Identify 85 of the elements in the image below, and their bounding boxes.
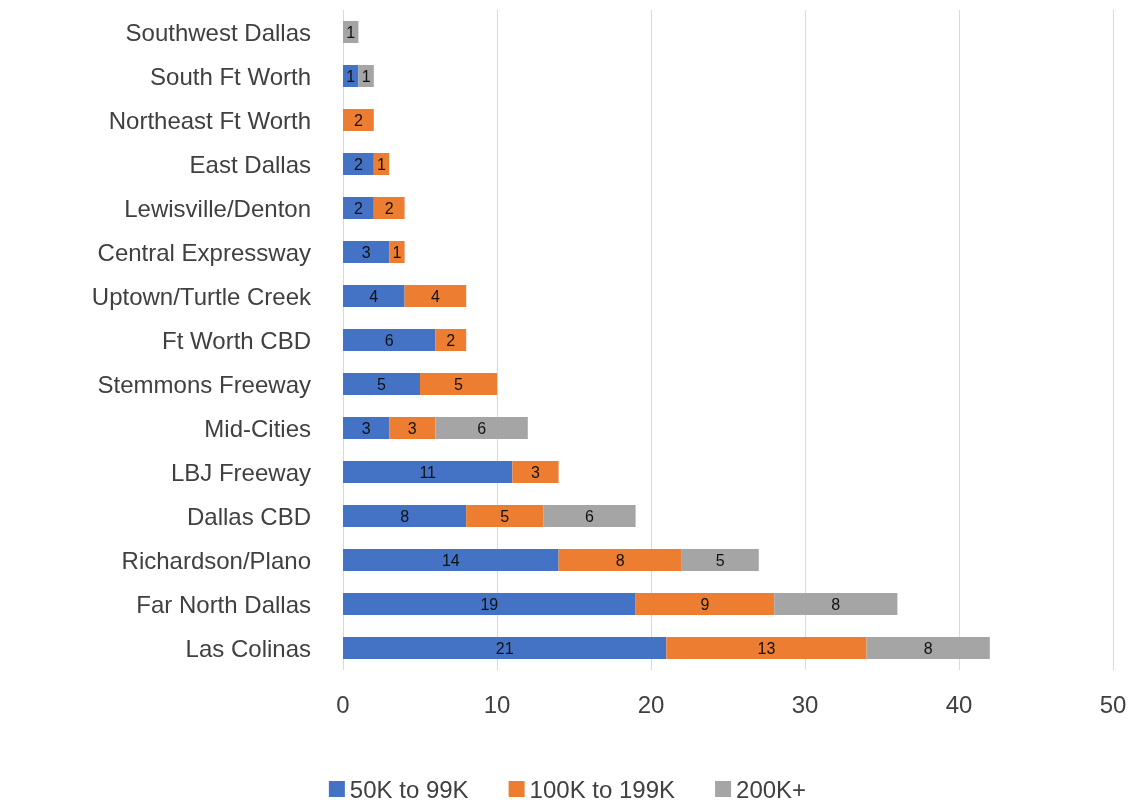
data-label: 1 (346, 23, 356, 41)
bar (435, 417, 528, 439)
bar (343, 417, 390, 439)
bar (343, 109, 374, 131)
data-label: 1 (392, 243, 402, 261)
data-label: 3 (531, 463, 541, 481)
y-tick-label: Uptown/Turtle Creek (91, 282, 312, 310)
y-tick-label: Richardson/Plano (121, 546, 311, 574)
data-label: 5 (377, 375, 387, 393)
data-label: 4 (430, 287, 440, 305)
y-tick-label: Far North Dallas (136, 590, 311, 618)
x-tick-label: 0 (336, 690, 350, 718)
y-tick-label: East Dallas (189, 150, 311, 178)
data-label: 8 (923, 639, 933, 657)
data-label: 19 (480, 595, 499, 613)
data-label: 5 (500, 507, 510, 525)
data-label: 11 (419, 463, 437, 481)
data-label: 2 (446, 331, 456, 349)
legend-label: 50K to 99K (349, 775, 469, 803)
bar (343, 285, 405, 307)
legend-label: 200K+ (736, 775, 807, 803)
x-tick-label: 10 (483, 690, 511, 718)
data-label: 1 (377, 155, 387, 173)
bar (343, 505, 467, 527)
data-label: 14 (441, 551, 460, 569)
data-label: 2 (353, 199, 363, 217)
bar (681, 549, 759, 571)
x-tick-label: 50 (1099, 690, 1127, 718)
data-label: 3 (407, 419, 417, 437)
legend-label: 100K to 199K (529, 775, 676, 803)
bar (435, 329, 467, 351)
data-label: 5 (715, 551, 725, 569)
data-label: 1 (346, 67, 356, 85)
data-label: 8 (615, 551, 625, 569)
y-tick-label: South Ft Worth (150, 62, 311, 90)
bar (558, 549, 682, 571)
bar (466, 505, 544, 527)
bar (774, 593, 898, 615)
x-tick-label: 30 (791, 690, 819, 718)
bar (343, 373, 420, 395)
data-label: 13 (757, 639, 776, 657)
data-label: 4 (369, 287, 379, 305)
data-label: 9 (700, 595, 710, 613)
data-label: 3 (361, 419, 371, 437)
data-label: 8 (400, 507, 410, 525)
data-label: 6 (384, 331, 394, 349)
bar (343, 329, 436, 351)
data-label: 21 (495, 639, 514, 657)
bar (343, 461, 513, 483)
data-label: 2 (353, 155, 363, 173)
bar (389, 417, 436, 439)
y-tick-label: Northeast Ft Worth (108, 106, 311, 134)
bar (543, 505, 636, 527)
y-tick-label: Dallas CBD (186, 502, 311, 530)
bar (343, 549, 559, 571)
y-tick-label: Central Expressway (97, 238, 311, 266)
y-tick-label: Southwest Dallas (125, 18, 311, 46)
bar (666, 637, 867, 659)
y-tick-label: LBJ Freeway (170, 458, 311, 486)
bar (343, 637, 667, 659)
data-label: 3 (361, 243, 371, 261)
bar (420, 373, 497, 395)
x-tick-label: 40 (945, 690, 973, 718)
bar (373, 197, 405, 219)
data-label: 1 (361, 67, 371, 85)
bar (635, 593, 775, 615)
y-tick-label: Ft Worth CBD (162, 326, 311, 354)
bar (866, 637, 990, 659)
y-tick-label: Las Colinas (185, 634, 311, 662)
data-label: 2 (353, 111, 363, 129)
bar (512, 461, 559, 483)
x-tick-label: 20 (637, 690, 665, 718)
y-tick-label: Stemmons Freeway (97, 370, 311, 398)
y-tick-label: Mid-Cities (204, 414, 311, 442)
bar (343, 153, 374, 175)
data-label: 8 (831, 595, 841, 613)
bar (343, 593, 636, 615)
y-tick-label: Lewisville/Denton (124, 194, 311, 222)
bar (343, 241, 390, 263)
data-label: 6 (477, 419, 487, 437)
data-label: 6 (584, 507, 594, 525)
bar (343, 197, 374, 219)
data-label: 5 (454, 375, 464, 393)
data-label: 2 (384, 199, 394, 217)
bar (404, 285, 467, 307)
